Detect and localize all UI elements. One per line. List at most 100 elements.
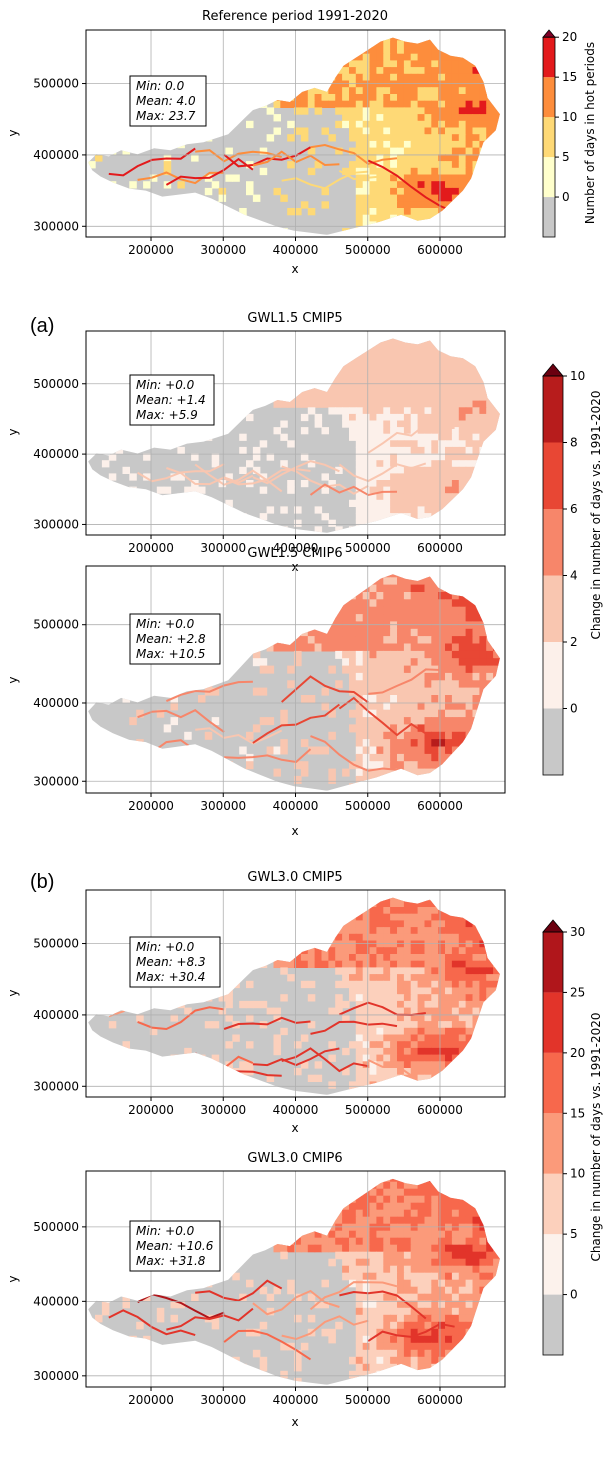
- map-cell: [369, 1251, 377, 1260]
- map-cell: [362, 621, 371, 630]
- map-cell: [129, 1195, 137, 1204]
- map-cell: [403, 167, 412, 176]
- map-cell: [403, 1054, 412, 1062]
- map-cell: [280, 1027, 288, 1036]
- map-cell: [403, 394, 412, 402]
- map-cell: [376, 154, 384, 162]
- map-cell: [493, 208, 500, 216]
- map-cell: [342, 1181, 350, 1190]
- map-cell: [431, 181, 439, 189]
- map-cell: [458, 127, 467, 135]
- map-cell: [259, 513, 268, 521]
- map-cell: [273, 628, 281, 637]
- map-cell: [266, 592, 275, 600]
- map-cell: [493, 1054, 500, 1062]
- map-cell: [362, 687, 371, 696]
- map-cell: [362, 460, 371, 468]
- map-cell: [383, 341, 391, 349]
- map-cell: [101, 387, 110, 395]
- map-cell: [417, 636, 426, 645]
- map-cell: [465, 1363, 474, 1372]
- map-cell: [479, 1335, 487, 1344]
- map-cell: [321, 53, 329, 61]
- map-cell: [486, 1349, 494, 1358]
- map-cell: [403, 519, 412, 527]
- map-cell: [417, 643, 426, 652]
- map-cell: [445, 1307, 453, 1316]
- map-cell: [417, 1293, 426, 1302]
- map-cell: [451, 1178, 460, 1183]
- map-cell: [136, 920, 144, 928]
- map-cell: [479, 1230, 487, 1239]
- map-cell: [465, 1034, 474, 1042]
- map-cell: [369, 387, 377, 395]
- map-cell: [397, 380, 405, 388]
- map-cell: [383, 486, 391, 494]
- map-cell: [479, 1054, 487, 1062]
- map-cell: [170, 1314, 178, 1323]
- map-cell: [472, 599, 480, 608]
- map-cell: [362, 783, 371, 791]
- map-cell: [465, 147, 474, 155]
- map-cell: [410, 1209, 419, 1218]
- map-cell: [355, 53, 364, 61]
- map-cell: [451, 665, 460, 674]
- map-cell: [465, 1342, 474, 1351]
- map-cell: [369, 1237, 377, 1246]
- map-cell: [390, 1034, 398, 1042]
- map-cell: [397, 1061, 405, 1069]
- map-cell: [410, 154, 419, 162]
- map-cell: [424, 900, 432, 908]
- map-cell: [438, 1272, 446, 1281]
- map-cell: [342, 374, 350, 382]
- map-cell: [177, 499, 185, 507]
- map-cell: [287, 940, 295, 948]
- map-cell: [335, 994, 343, 1002]
- map-cell: [376, 40, 384, 48]
- map-cell: [486, 499, 494, 507]
- map-cell: [390, 1251, 398, 1260]
- colorbar-label-b: Change in number of days vs. 1991-2020: [589, 1012, 603, 1261]
- map-cell: [280, 433, 288, 441]
- map-cell: [335, 1251, 343, 1260]
- map-cell: [273, 1178, 281, 1183]
- map-cell: [342, 338, 350, 342]
- map-cell: [335, 967, 343, 975]
- map-cell: [493, 400, 500, 408]
- map-cell: [362, 433, 371, 441]
- map-cell: [383, 947, 391, 955]
- map-cell: [177, 433, 185, 441]
- map-cell: [383, 40, 391, 48]
- colorbar-label: Number of days in hot periods: [583, 42, 597, 224]
- map-cell: [376, 420, 384, 428]
- map-cell: [458, 913, 467, 921]
- map-cell: [355, 1188, 364, 1197]
- map-cell: [369, 658, 377, 667]
- map-cell: [479, 1356, 487, 1365]
- map-cell: [472, 466, 480, 474]
- map-cell: [472, 367, 480, 375]
- map-cell: [383, 181, 391, 189]
- map-cell: [383, 628, 391, 637]
- map-cell: [410, 380, 419, 388]
- map-cell: [403, 974, 412, 982]
- map-cell: [355, 181, 364, 189]
- map-cell: [451, 1195, 460, 1204]
- map-cell: [287, 628, 295, 637]
- map-cell: [390, 228, 398, 235]
- map-cell: [431, 433, 439, 441]
- map-cell: [390, 987, 398, 995]
- map-cell: [225, 513, 233, 521]
- map-cell: [410, 1081, 419, 1089]
- map-cell: [479, 394, 487, 402]
- map-cell: [376, 486, 384, 494]
- map-cell: [458, 433, 467, 441]
- map-cell: [410, 361, 419, 369]
- map-cell: [136, 1279, 144, 1288]
- map-cell: [390, 387, 398, 395]
- map-cell: [390, 1068, 398, 1076]
- map-cell: [321, 347, 329, 355]
- map-cell: [472, 1279, 480, 1288]
- map-cell: [390, 927, 398, 935]
- map-cell: [424, 1286, 432, 1295]
